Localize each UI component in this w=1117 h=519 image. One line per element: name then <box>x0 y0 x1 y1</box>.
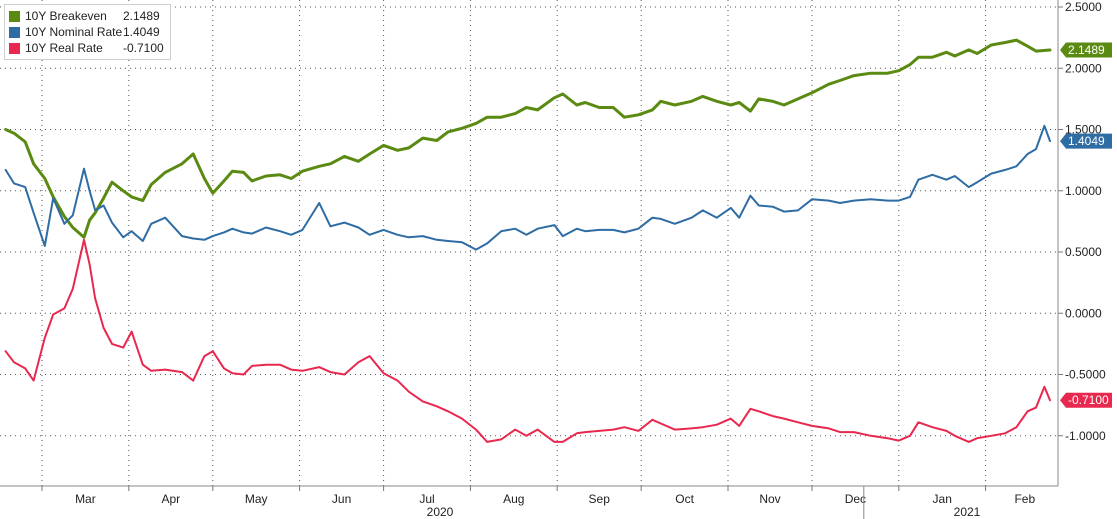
last-value-markers: 2.1489 1.4049 -0.7100 <box>1060 42 1112 408</box>
last-value-label-nominal: 1.4049 <box>1068 134 1105 148</box>
legend-item-nominal: 10Y Nominal Rate 1.4049 <box>9 24 164 40</box>
legend-swatch-real <box>9 42 20 54</box>
last-value-marker-nominal <box>1060 133 1112 149</box>
x-month-label: Oct <box>675 492 694 506</box>
chart-legend: 10Y Breakeven 2.1489 10Y Nominal Rate 1.… <box>4 4 171 60</box>
x-month-label: Nov <box>759 492 780 506</box>
y-tick-label: 2.0000 <box>1065 61 1102 75</box>
x-month-label: Jan <box>933 492 952 506</box>
y-tick-label: 2.5000 <box>1065 0 1102 14</box>
x-month-label: Mar <box>75 492 96 506</box>
x-month-label: Jun <box>332 492 351 506</box>
y-tick-label: 1.5000 <box>1065 123 1102 137</box>
legend-value-nominal: 1.4049 <box>123 25 160 39</box>
x-year-label: 2020 <box>427 505 454 519</box>
legend-swatch-nominal <box>9 26 20 38</box>
legend-label-nominal: 10Y Nominal Rate <box>25 25 123 39</box>
last-value-label-breakeven: 2.1489 <box>1068 43 1105 57</box>
x-month-label: Aug <box>503 492 524 506</box>
last-value-marker-breakeven <box>1060 42 1112 58</box>
legend-value-real: -0.7100 <box>123 41 164 55</box>
y-tick-label: -0.5000 <box>1065 368 1106 382</box>
series-line-real <box>4 238 1051 443</box>
y-tick-label: 1.0000 <box>1065 184 1102 198</box>
series-line-breakeven <box>4 38 1052 239</box>
x-month-label: May <box>245 492 268 506</box>
legend-value-breakeven: 2.1489 <box>123 9 160 23</box>
legend-label-breakeven: 10Y Breakeven <box>25 9 107 23</box>
x-month-label: Dec <box>845 492 866 506</box>
last-value-label-real: -0.7100 <box>1068 393 1109 407</box>
x-month-label: Feb <box>1014 492 1035 506</box>
x-month-label: Apr <box>161 492 180 506</box>
legend-label-real: 10Y Real Rate <box>25 41 103 55</box>
legend-item-breakeven: 10Y Breakeven 2.1489 <box>9 8 164 24</box>
x-month-label: Jul <box>419 492 434 506</box>
y-tick-label: -1.0000 <box>1065 429 1106 443</box>
legend-item-real: 10Y Real Rate -0.7100 <box>9 40 164 56</box>
chart-grid <box>0 0 1058 486</box>
last-value-marker-real <box>1060 392 1112 408</box>
y-tick-label: 0.5000 <box>1065 245 1102 259</box>
x-month-label: Sep <box>589 492 611 506</box>
legend-swatch-breakeven <box>9 10 20 22</box>
y-tick-label: 0.0000 <box>1065 306 1102 320</box>
chart-series-lines <box>4 38 1052 443</box>
x-year-label: 2021 <box>954 505 981 519</box>
series-line-nominal <box>4 124 1051 251</box>
